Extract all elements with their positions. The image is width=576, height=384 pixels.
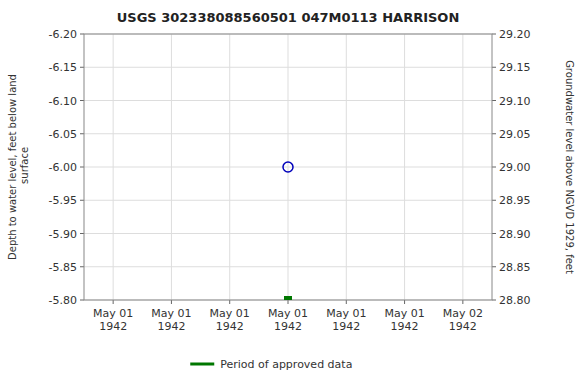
- axes: -6.20 -6.15 -6.10 -6.05 -6.00 -5.95 -5.90 -5.85…: [49, 28, 531, 333]
- tick-mark: [492, 300, 496, 301]
- tick-label: -5.85: [49, 261, 77, 274]
- grid-line: [113, 34, 114, 300]
- tick-mark: [404, 300, 405, 304]
- tick-mark: [492, 233, 496, 234]
- tick-mark: [171, 300, 172, 304]
- tick-mark: [80, 300, 84, 301]
- tick-label: 29.05: [499, 128, 531, 141]
- tick-mark: [80, 266, 84, 267]
- tick-mark: [80, 67, 84, 68]
- text-line: 1942: [157, 320, 185, 333]
- text-line: May 01: [326, 307, 366, 320]
- grid-line: [171, 34, 172, 300]
- grid: [84, 34, 492, 300]
- text-line: May 01: [268, 307, 308, 320]
- tick-label: 28.85: [499, 261, 531, 274]
- tick-label: 28.95: [499, 194, 531, 207]
- tick-mark: [80, 133, 84, 134]
- tick-label: 29.00: [499, 161, 531, 174]
- grid-line: [346, 34, 347, 300]
- tick-mark: [80, 34, 84, 35]
- grid-line: [404, 34, 405, 300]
- tick-mark: [492, 266, 496, 267]
- tick-label: -6.00: [49, 161, 77, 174]
- tick-mark: [492, 100, 496, 101]
- tick-label: May 011942: [93, 307, 133, 333]
- text-line: 1942: [391, 320, 419, 333]
- tick-label: 29.15: [499, 61, 531, 74]
- text-line: May 02: [443, 307, 483, 320]
- tick-mark: [492, 200, 496, 201]
- text-line: Depth to water level, feet below land: [7, 74, 18, 260]
- tick-mark: [462, 300, 463, 304]
- tick-label: 29.20: [499, 28, 531, 41]
- tick-mark: [492, 133, 496, 134]
- grid-line: [462, 34, 463, 300]
- tick-mark: [492, 167, 496, 168]
- tick-mark: [80, 200, 84, 201]
- tick-label: -5.90: [49, 228, 77, 241]
- tick-mark: [288, 300, 289, 304]
- legend: Period of approved data: [190, 358, 352, 371]
- tick-label: May 011942: [384, 307, 424, 333]
- text-line: surface: [19, 147, 30, 187]
- tick-mark: [492, 34, 496, 35]
- tick-label: -5.95: [49, 194, 77, 207]
- tick-label: 29.10: [499, 95, 531, 108]
- tick-mark: [80, 167, 84, 168]
- legend-swatch: [190, 363, 214, 366]
- tick-mark: [80, 100, 84, 101]
- text-line: May 01: [384, 307, 424, 320]
- text-line: May 01: [93, 307, 133, 320]
- tick-label: May 011942: [151, 307, 191, 333]
- tick-label: 28.80: [499, 294, 531, 307]
- title: USGS 302338088560501 047M0113 HARRISON: [117, 10, 460, 25]
- plot-frame: [84, 34, 492, 300]
- text-line: 1942: [332, 320, 360, 333]
- tick-label: May 011942: [268, 307, 308, 333]
- tick-mark: [346, 300, 347, 304]
- chart: -6.20 -6.15 -6.10 -6.05 -6.00 -5.95 -5.90 -5.85…: [0, 0, 576, 384]
- legend-label: Period of approved data: [220, 358, 352, 371]
- tick-label: -6.20: [49, 28, 77, 41]
- tick-label: -6.15: [49, 61, 77, 74]
- tick-label: -6.10: [49, 95, 77, 108]
- tick-label: May 011942: [210, 307, 250, 333]
- text-line: 1942: [99, 320, 127, 333]
- tick-mark: [113, 300, 114, 304]
- tick-label: May 021942: [443, 307, 483, 333]
- axis-label: Groundwater level above NGVD 1929, feet: [564, 60, 575, 274]
- tick-label: -6.05: [49, 128, 77, 141]
- point: [283, 162, 293, 172]
- tick-label: 28.90: [499, 228, 531, 241]
- text-line: May 01: [151, 307, 191, 320]
- grid-line: [288, 34, 289, 300]
- tick-mark: [229, 300, 230, 304]
- text-line: 1942: [274, 320, 302, 333]
- marks: [283, 162, 293, 300]
- tick-label: -5.80: [49, 294, 77, 307]
- text-line: 1942: [449, 320, 477, 333]
- tick-mark: [80, 233, 84, 234]
- grid-line: [229, 34, 230, 300]
- text-line: May 01: [210, 307, 250, 320]
- text-line: 1942: [216, 320, 244, 333]
- tick-mark: [492, 67, 496, 68]
- axis-label: Depth to water level, feet below land su…: [7, 74, 30, 260]
- tick-label: May 011942: [326, 307, 366, 333]
- point: [284, 296, 292, 300]
